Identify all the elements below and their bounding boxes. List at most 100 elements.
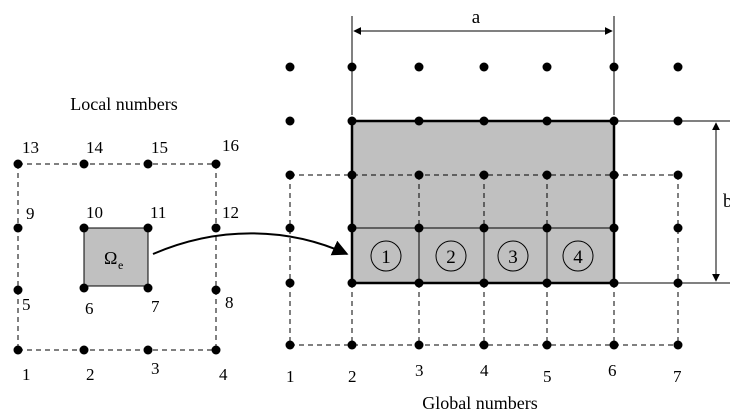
local-node-15 bbox=[143, 159, 153, 169]
local-node-12 bbox=[211, 223, 221, 233]
local-node-label: 9 bbox=[26, 204, 35, 223]
global-node bbox=[414, 223, 424, 233]
global-node bbox=[673, 62, 683, 72]
global-node bbox=[673, 170, 683, 180]
local-node-11 bbox=[143, 223, 153, 233]
global-node-label: 1 bbox=[286, 367, 295, 386]
local-dashed-grid bbox=[17, 163, 217, 351]
element-circle-1 bbox=[370, 240, 402, 272]
local-node-13 bbox=[13, 159, 23, 169]
local-node-label: 16 bbox=[222, 136, 239, 155]
local-node-label: 15 bbox=[151, 138, 168, 157]
global-node bbox=[609, 340, 619, 350]
local-node-label: 11 bbox=[150, 203, 166, 222]
local-node-1 bbox=[13, 345, 23, 355]
global-gray-region bbox=[352, 121, 614, 283]
local-node-label: 4 bbox=[219, 365, 228, 384]
local-node-5 bbox=[13, 285, 23, 295]
global-node bbox=[479, 340, 489, 350]
dimension-a bbox=[351, 16, 615, 115]
local-element-omega bbox=[83, 227, 149, 287]
global-node bbox=[285, 116, 295, 126]
local-node-label: 5 bbox=[22, 295, 31, 314]
local-node-label: 3 bbox=[151, 359, 160, 378]
omega-symbol: Ω bbox=[104, 248, 117, 268]
global-node bbox=[479, 116, 489, 126]
global-node bbox=[673, 223, 683, 233]
global-node bbox=[285, 223, 295, 233]
dimension-a-label: a bbox=[472, 7, 481, 28]
global-node bbox=[285, 278, 295, 288]
global-node bbox=[479, 223, 489, 233]
global-node-label: 3 bbox=[415, 361, 424, 380]
local-node-label: 1 bbox=[22, 365, 31, 384]
element-circle-2 bbox=[435, 240, 467, 272]
global-node-label: 5 bbox=[543, 367, 552, 386]
local-node-3 bbox=[143, 345, 153, 355]
local-node-2 bbox=[79, 345, 89, 355]
global-node bbox=[414, 62, 424, 72]
element-number-1: 1 bbox=[381, 247, 391, 268]
local-node-label: 7 bbox=[151, 297, 160, 316]
global-node bbox=[542, 278, 552, 288]
omega-subscript: e bbox=[118, 258, 123, 272]
global-node bbox=[414, 340, 424, 350]
local-node-label: 14 bbox=[86, 138, 104, 157]
global-node bbox=[542, 170, 552, 180]
global-node bbox=[347, 278, 357, 288]
global-node bbox=[479, 170, 489, 180]
element-circle-4 bbox=[562, 240, 594, 272]
mapping-arrow bbox=[152, 232, 349, 256]
global-node bbox=[285, 62, 295, 72]
global-node bbox=[414, 278, 424, 288]
global-node bbox=[285, 340, 295, 350]
global-mesh-group: 1 2 3 4 bbox=[285, 7, 730, 413]
global-node bbox=[673, 340, 683, 350]
global-node bbox=[609, 170, 619, 180]
local-node-labels: 1 2 3 4 5 6 7 8 9 10 11 12 13 14 15 16 bbox=[22, 136, 239, 384]
local-node-16 bbox=[211, 159, 221, 169]
local-node-6 bbox=[79, 283, 89, 293]
global-node bbox=[609, 223, 619, 233]
global-node-labels: 1 2 3 4 5 6 7 bbox=[286, 361, 682, 386]
element-number-3: 3 bbox=[508, 247, 518, 268]
dimension-b-label: b bbox=[723, 191, 730, 212]
local-node-label: 13 bbox=[22, 138, 39, 157]
global-node bbox=[347, 170, 357, 180]
global-node-label: 2 bbox=[348, 367, 357, 386]
local-numbers-title: Local numbers bbox=[70, 94, 177, 114]
global-node-label: 7 bbox=[673, 367, 682, 386]
global-node bbox=[542, 223, 552, 233]
element-number-4: 4 bbox=[573, 247, 583, 268]
local-node-14 bbox=[79, 159, 89, 169]
element-number-2: 2 bbox=[446, 247, 456, 268]
global-node bbox=[347, 223, 357, 233]
global-numbers-title: Global numbers bbox=[422, 393, 537, 413]
global-node bbox=[347, 340, 357, 350]
local-node-label: 6 bbox=[85, 299, 94, 318]
global-nodes bbox=[285, 62, 683, 350]
element-number-markers: 1 2 3 4 bbox=[370, 240, 594, 272]
global-node bbox=[414, 116, 424, 126]
global-node bbox=[542, 340, 552, 350]
global-node bbox=[479, 278, 489, 288]
global-node-label: 4 bbox=[480, 361, 489, 380]
element-circle-3 bbox=[497, 240, 529, 272]
local-node-label: 8 bbox=[225, 293, 234, 312]
global-node bbox=[542, 116, 552, 126]
local-node-8 bbox=[211, 285, 221, 295]
global-node bbox=[285, 170, 295, 180]
dimension-b bbox=[614, 120, 730, 284]
local-node-9 bbox=[13, 223, 23, 233]
local-element-group: Local numbers Ω e bbox=[13, 94, 239, 384]
local-node-7 bbox=[143, 283, 153, 293]
global-node bbox=[542, 62, 552, 72]
global-node bbox=[479, 62, 489, 72]
local-node-label: 10 bbox=[86, 203, 103, 222]
local-node-4 bbox=[211, 345, 221, 355]
local-node-label: 2 bbox=[86, 365, 95, 384]
local-nodes bbox=[13, 159, 221, 355]
global-node bbox=[414, 170, 424, 180]
